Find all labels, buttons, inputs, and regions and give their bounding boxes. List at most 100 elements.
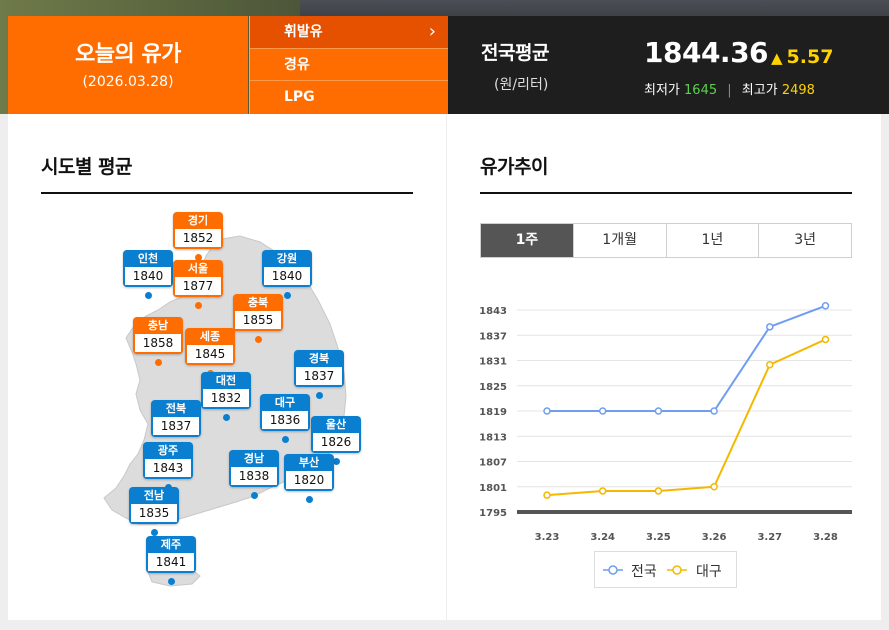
region-pin[interactable]: 대전 1832: [201, 372, 251, 409]
region-name: 경기: [187, 214, 209, 227]
data-point: [598, 487, 607, 495]
y-tick-label: 1801: [479, 483, 507, 494]
region-pin[interactable]: 인천 1840: [123, 250, 173, 287]
tab-3-years[interactable]: 3년: [794, 232, 817, 248]
region-pin[interactable]: 경남 1838: [229, 450, 279, 487]
tab-lpg[interactable]: LPG: [249, 81, 448, 114]
region-price: 1832: [203, 389, 249, 407]
region-price: 1836: [262, 411, 308, 429]
region-price: 1858: [135, 334, 181, 352]
chart-legend: 전국 대구: [594, 551, 737, 588]
region-name: 충북: [247, 296, 269, 309]
y-tick-label: 1807: [479, 458, 507, 469]
region-name: 서울: [187, 262, 209, 275]
max-label: 최고가: [741, 83, 778, 98]
region-pin[interactable]: 전북 1837: [151, 400, 201, 437]
y-tick-label: 1813: [479, 432, 507, 443]
region-location-dot: [195, 302, 202, 309]
min-value: 1645: [684, 83, 718, 98]
region-price: 1841: [148, 553, 194, 571]
price-change: ▲ 5.57: [771, 46, 833, 68]
data-point: [821, 302, 830, 310]
region-price: 1826: [313, 433, 359, 451]
region-pin[interactable]: 대구 1836: [260, 394, 310, 431]
y-tick-label: 1831: [479, 357, 507, 368]
region-pin[interactable]: 부산 1820: [284, 454, 334, 491]
region-name: 대전: [215, 374, 237, 387]
region-pin[interactable]: 서울 1877: [173, 260, 223, 297]
data-point: [710, 407, 718, 415]
data-point: [710, 483, 718, 491]
price-change-value: 5.57: [786, 46, 834, 68]
series-line-daegu: [546, 338, 826, 497]
x-tick-label: 3.27: [757, 532, 782, 543]
tab-gasoline[interactable]: 휘발유 ›: [249, 16, 448, 49]
region-pin[interactable]: 경기 1852: [173, 212, 223, 249]
region-name: 경남: [243, 452, 265, 465]
region-location-dot: [155, 359, 162, 366]
x-tick-label: 3.24: [590, 532, 615, 543]
section-underline: [480, 192, 852, 194]
region-pin[interactable]: 광주 1843: [143, 442, 193, 479]
region-price: 1838: [231, 467, 277, 485]
trend-title: 유가추이: [480, 156, 548, 178]
x-tick-label: 3.25: [646, 532, 671, 543]
up-triangle-icon: ▲: [771, 49, 783, 67]
region-location-dot: [284, 292, 291, 299]
today-date: (2026.03.28): [82, 74, 174, 90]
x-tick-label: 3.26: [702, 532, 727, 543]
region-location-dot: [282, 436, 289, 443]
tab-diesel[interactable]: 경유: [249, 49, 448, 82]
region-price: 1837: [296, 367, 342, 385]
region-pin[interactable]: 강원 1840: [262, 250, 312, 287]
tab-1-year[interactable]: 1년: [667, 224, 760, 257]
y-tick-label: 1843: [479, 306, 507, 317]
legend-label-daegu: 대구: [696, 564, 722, 580]
region-pin[interactable]: 울산 1826: [311, 416, 361, 453]
region-name: 세종: [199, 330, 221, 343]
region-price: 1877: [175, 277, 221, 295]
region-name: 인천: [137, 252, 159, 265]
y-tick-label: 1825: [479, 382, 507, 393]
region-price: 1852: [175, 229, 221, 247]
region-name: 강원: [276, 252, 298, 265]
region-price: 1845: [187, 345, 233, 363]
region-pin[interactable]: 제주 1841: [146, 536, 196, 573]
trend-panel: 유가추이 1주 1개월 1년 3년 1843 1837 1831 1825 1819 18…: [447, 114, 881, 620]
national-price: 1844.36: [644, 36, 769, 69]
region-price: 1835: [131, 504, 177, 522]
region-pin[interactable]: 경북 1837: [294, 350, 344, 387]
data-point: [766, 323, 774, 331]
legend-marker-daegu: [672, 565, 682, 575]
legend-label-national: 전국: [631, 564, 657, 580]
region-location-dot: [306, 496, 313, 503]
data-point: [654, 487, 663, 495]
today-price-box: 오늘의 유가 (2026.03.28): [8, 16, 248, 114]
period-tabs: 1주 1개월 1년 3년: [480, 223, 852, 258]
region-name: 제주: [160, 538, 182, 551]
region-location-dot: [195, 254, 202, 261]
region-pin[interactable]: 전남 1835: [129, 487, 179, 524]
y-tick-label: 1837: [479, 331, 507, 342]
tab-1-week[interactable]: 1주: [481, 224, 574, 257]
region-name: 광주: [157, 444, 179, 457]
region-pin[interactable]: 충북 1855: [233, 294, 283, 331]
region-pin[interactable]: 세종 1845: [185, 328, 235, 365]
x-tick-label: 3.28: [813, 532, 838, 543]
data-point: [766, 360, 774, 369]
tab-label: 휘발유: [284, 24, 323, 40]
tab-label: 경유: [284, 56, 310, 73]
legend-markers: [603, 565, 687, 575]
tab-1-month[interactable]: 1개월: [574, 224, 667, 257]
region-name: 전남: [143, 489, 165, 502]
chevron-right-icon: ›: [428, 21, 436, 42]
region-pin[interactable]: 충남 1858: [133, 317, 183, 354]
min-label: 최저가: [644, 83, 680, 98]
series-line-national: [547, 304, 826, 412]
min-max-prices: 최저가 1645 | 최고가 2498: [644, 79, 815, 98]
region-location-dot: [151, 529, 158, 536]
region-name: 울산: [325, 418, 347, 431]
legend-marker-national: [608, 565, 618, 575]
tab-label: LPG: [284, 89, 315, 106]
region-name: 전북: [165, 402, 187, 415]
